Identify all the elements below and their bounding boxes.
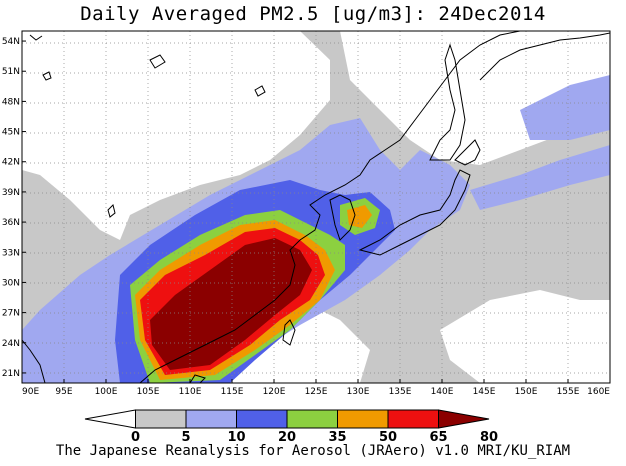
colorbar-level-label: 5	[181, 430, 190, 445]
lat-tick-label: 24N	[2, 339, 20, 349]
lon-tick-label: 145E	[473, 387, 496, 397]
lon-tick-label: 140E	[431, 387, 454, 397]
lat-tick-label: 33N	[2, 248, 20, 258]
lat-tick-label: 54N	[2, 37, 20, 47]
lat-tick-label: 45N	[2, 128, 20, 138]
lon-tick-label: 150E	[515, 387, 538, 397]
lon-tick-label: 155E	[557, 387, 580, 397]
lon-tick-label: 115E	[221, 387, 244, 397]
lon-tick-label: 105E	[137, 387, 160, 397]
lat-tick-label: 21N	[2, 369, 20, 379]
colorbar-segment	[84, 409, 136, 429]
coastlines	[22, 31, 610, 383]
lat-tick-label: 48N	[2, 97, 20, 107]
contour-darkred-main	[150, 238, 312, 370]
map-plot-area	[22, 31, 610, 383]
contour-white-west	[22, 31, 330, 240]
data-source-footer: The Japanese Reanalysis for Aerosol (JRA…	[55, 443, 571, 459]
latitude-tick-labels: 21N 24N 27N 30N 33N 36N 39N 42N 45N 48N 51N 54N	[2, 37, 26, 379]
lon-tick-label: 160E	[587, 387, 610, 397]
lon-tick-label: 90E	[22, 387, 39, 397]
colorbar-level-label: 20	[278, 430, 296, 445]
colorbar: 0 5 10 20 35 50 65 80	[84, 409, 498, 445]
colorbar-segment	[135, 409, 187, 429]
colorbar-level-label: 65	[429, 430, 447, 445]
colorbar-level-label: 80	[480, 430, 498, 445]
lat-tick-label: 42N	[2, 158, 20, 168]
lon-tick-label: 120E	[263, 387, 286, 397]
colorbar-segment	[185, 409, 237, 429]
colorbar-segment	[387, 409, 439, 429]
colorbar-segment	[236, 409, 288, 429]
lon-tick-label: 125E	[305, 387, 328, 397]
lat-tick-label: 51N	[2, 67, 20, 77]
colorbar-segment	[286, 409, 338, 429]
colorbar-level-label: 10	[227, 430, 245, 445]
colorbar-segment	[438, 409, 490, 429]
longitude-tick-labels: 90E 95E 100E 105E 110E 115E 120E 125E 130E 135E 14…	[21, 379, 611, 397]
contour-lightblue-east	[470, 145, 610, 210]
colorbar-segment	[337, 409, 389, 429]
lon-tick-label: 110E	[179, 387, 202, 397]
lon-tick-label: 100E	[95, 387, 118, 397]
lon-tick-label: 130E	[347, 387, 370, 397]
lon-tick-label: 95E	[55, 387, 72, 397]
colorbar-level-label: 0	[131, 430, 140, 445]
colorbar-level-label: 50	[379, 430, 397, 445]
contour-lightblue-northeast	[520, 75, 610, 140]
lat-tick-label: 27N	[2, 309, 20, 319]
colorbar-level-label: 35	[328, 430, 346, 445]
map-title: Daily Averaged PM2.5 [ug/m3]: 24Dec2014	[80, 3, 546, 25]
lat-tick-label: 39N	[2, 188, 20, 198]
lon-tick-label: 135E	[389, 387, 412, 397]
lat-tick-label: 36N	[2, 218, 20, 228]
lat-tick-label: 30N	[2, 278, 20, 288]
contour-white-south	[230, 300, 370, 383]
